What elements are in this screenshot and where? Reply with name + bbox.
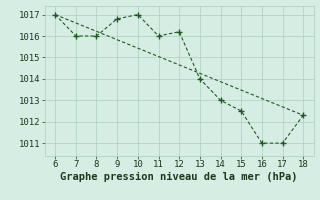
X-axis label: Graphe pression niveau de la mer (hPa): Graphe pression niveau de la mer (hPa) — [60, 172, 298, 182]
